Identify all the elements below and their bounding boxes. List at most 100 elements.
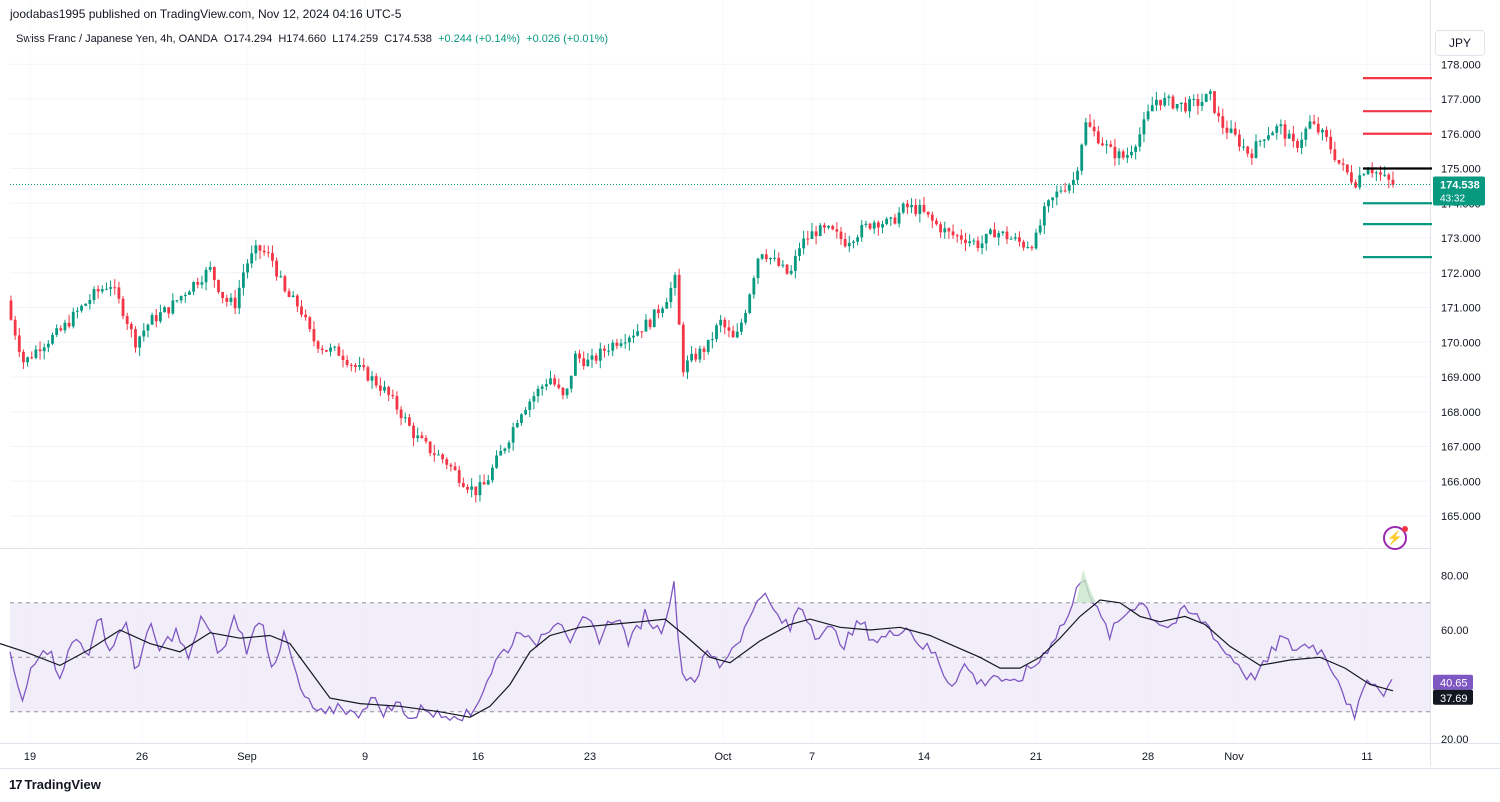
candle-body <box>142 330 146 337</box>
candle-body <box>1221 116 1225 128</box>
candle-body <box>715 325 718 340</box>
tradingview-logo[interactable]: 17 TradingView <box>9 777 101 792</box>
candle-body <box>80 305 83 311</box>
candle-body <box>159 312 162 322</box>
published-header: joodabas1995 published on TradingView.co… <box>10 7 402 21</box>
candle-body <box>1291 133 1295 142</box>
candle-body <box>395 396 399 410</box>
candle-body <box>1204 93 1208 102</box>
candle-body <box>403 417 407 419</box>
candle-body <box>565 388 569 396</box>
candle-body <box>242 272 245 288</box>
candle-body <box>354 365 357 367</box>
candle-body <box>627 337 631 343</box>
candle-body <box>1142 119 1146 135</box>
candle-body <box>744 312 747 323</box>
candle-body <box>951 231 955 236</box>
candle-body <box>1121 151 1125 158</box>
candle-body <box>619 343 623 346</box>
candle-body <box>1337 159 1341 164</box>
candle-body <box>1271 132 1274 136</box>
candle-body <box>1321 129 1324 133</box>
candle-body <box>719 319 723 326</box>
candle-body <box>358 365 361 367</box>
candle-body <box>1034 232 1038 249</box>
candle-body <box>1366 169 1370 175</box>
price-tick-label: 169.000 <box>1441 372 1481 384</box>
candle-body <box>325 350 328 352</box>
candle-body <box>1051 197 1055 201</box>
candle-body <box>939 224 942 233</box>
candle-body <box>943 228 947 233</box>
candle-body <box>1217 112 1221 117</box>
symbol-title[interactable]: Swiss Franc / Japanese Yen, 4h, OANDA <box>16 33 218 45</box>
candle-body <box>914 205 918 215</box>
candle-body <box>1391 179 1395 185</box>
candle-body <box>167 307 171 314</box>
candle-body <box>246 263 249 273</box>
candle-body <box>955 235 959 237</box>
candle-body <box>1312 121 1316 124</box>
candle-body <box>300 306 303 315</box>
candle-body <box>26 357 29 363</box>
candle-body <box>1362 174 1366 176</box>
candle-body <box>906 203 909 208</box>
price-tick-label: 172.000 <box>1441 268 1481 280</box>
candle-body <box>71 311 75 327</box>
price-tick-label: 175.000 <box>1441 164 1481 176</box>
candle-body <box>1225 127 1229 133</box>
candle-body <box>1171 96 1175 109</box>
candle-body <box>1345 164 1349 173</box>
candle-body <box>345 359 349 366</box>
candle-body <box>42 347 46 352</box>
candle-body <box>437 454 440 456</box>
extra-change-value: +0.026 (+0.01%) <box>526 33 609 45</box>
candle-body <box>1383 174 1387 176</box>
candle-body <box>681 324 685 373</box>
candle-body <box>229 297 233 302</box>
candle-body <box>727 327 731 331</box>
candle-body <box>366 367 370 381</box>
time-tick-label: 7 <box>809 751 815 763</box>
candle-body <box>179 296 183 301</box>
candle-body <box>686 360 689 373</box>
candle-body <box>1196 98 1200 106</box>
notification-dot <box>1402 526 1408 532</box>
rsi-tick-label: 60.00 <box>1441 625 1469 637</box>
candle-body <box>84 303 88 306</box>
currency-button[interactable]: JPY <box>1435 30 1485 56</box>
candle-body <box>549 378 552 385</box>
candle-body <box>333 346 337 348</box>
candle-body <box>486 480 490 485</box>
candle-body <box>789 270 793 274</box>
candle-body <box>544 384 548 387</box>
candle-body <box>623 342 627 344</box>
candle-body <box>329 347 332 352</box>
candle-body <box>1022 241 1025 248</box>
lightning-icon[interactable]: ⚡ <box>1383 526 1408 550</box>
candle-body <box>341 355 345 360</box>
candle-body <box>1238 134 1241 147</box>
candle-body <box>777 257 781 266</box>
candle-body <box>1287 133 1291 139</box>
candle-body <box>1134 146 1138 152</box>
candle-body <box>781 264 785 266</box>
candle-body <box>611 342 615 351</box>
candle-body <box>461 482 465 487</box>
candle-body <box>320 348 324 351</box>
candle-body <box>773 257 776 259</box>
candle-body <box>1213 91 1216 113</box>
candle-body <box>1316 123 1320 133</box>
time-tick-label: 9 <box>362 751 368 763</box>
candle-body <box>117 287 121 299</box>
candle-body <box>1009 238 1013 240</box>
candle-body <box>785 264 789 274</box>
candle-body <box>171 300 175 314</box>
candle-body <box>1283 124 1287 139</box>
candle-body <box>860 224 864 238</box>
candle-body <box>748 294 752 313</box>
candle-body <box>154 315 158 322</box>
candle-body <box>1084 122 1088 145</box>
candle-body <box>1179 102 1183 105</box>
